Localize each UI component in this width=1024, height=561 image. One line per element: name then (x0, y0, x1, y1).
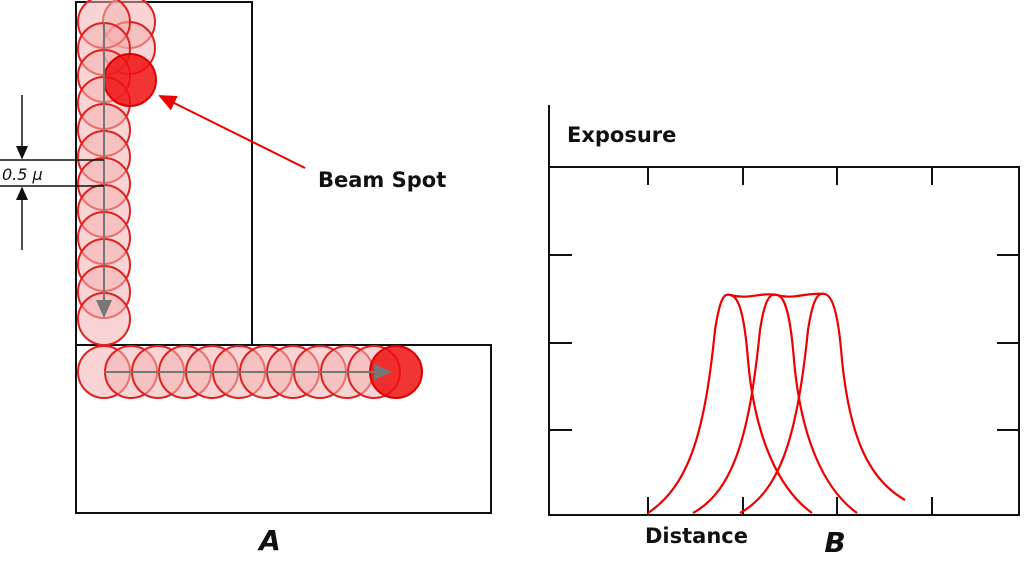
beam-spot (103, 53, 157, 107)
exposure-curve (692, 293, 858, 514)
beam-spot-pointer (158, 95, 306, 169)
beam-spot-label: Beam Spot (318, 168, 446, 192)
y-axis-label: Exposure (567, 123, 676, 147)
caption-b: B (824, 526, 845, 559)
panel-a: Beam Spot 0.5 μ A (0, 0, 492, 557)
ticks (549, 167, 1019, 515)
panel-b: Exposure Distance B (548, 105, 1020, 559)
exposure-curve (647, 293, 813, 514)
exposure-curves (647, 292, 906, 514)
caption-a: A (257, 524, 281, 557)
x-axis-label: Distance (645, 524, 748, 548)
exposure-curve (739, 292, 906, 514)
exposure-sum (729, 292, 826, 298)
horizontal-region (75, 344, 492, 514)
spot-size-label: 0.5 μ (2, 165, 43, 184)
plot-frame (548, 166, 1020, 516)
